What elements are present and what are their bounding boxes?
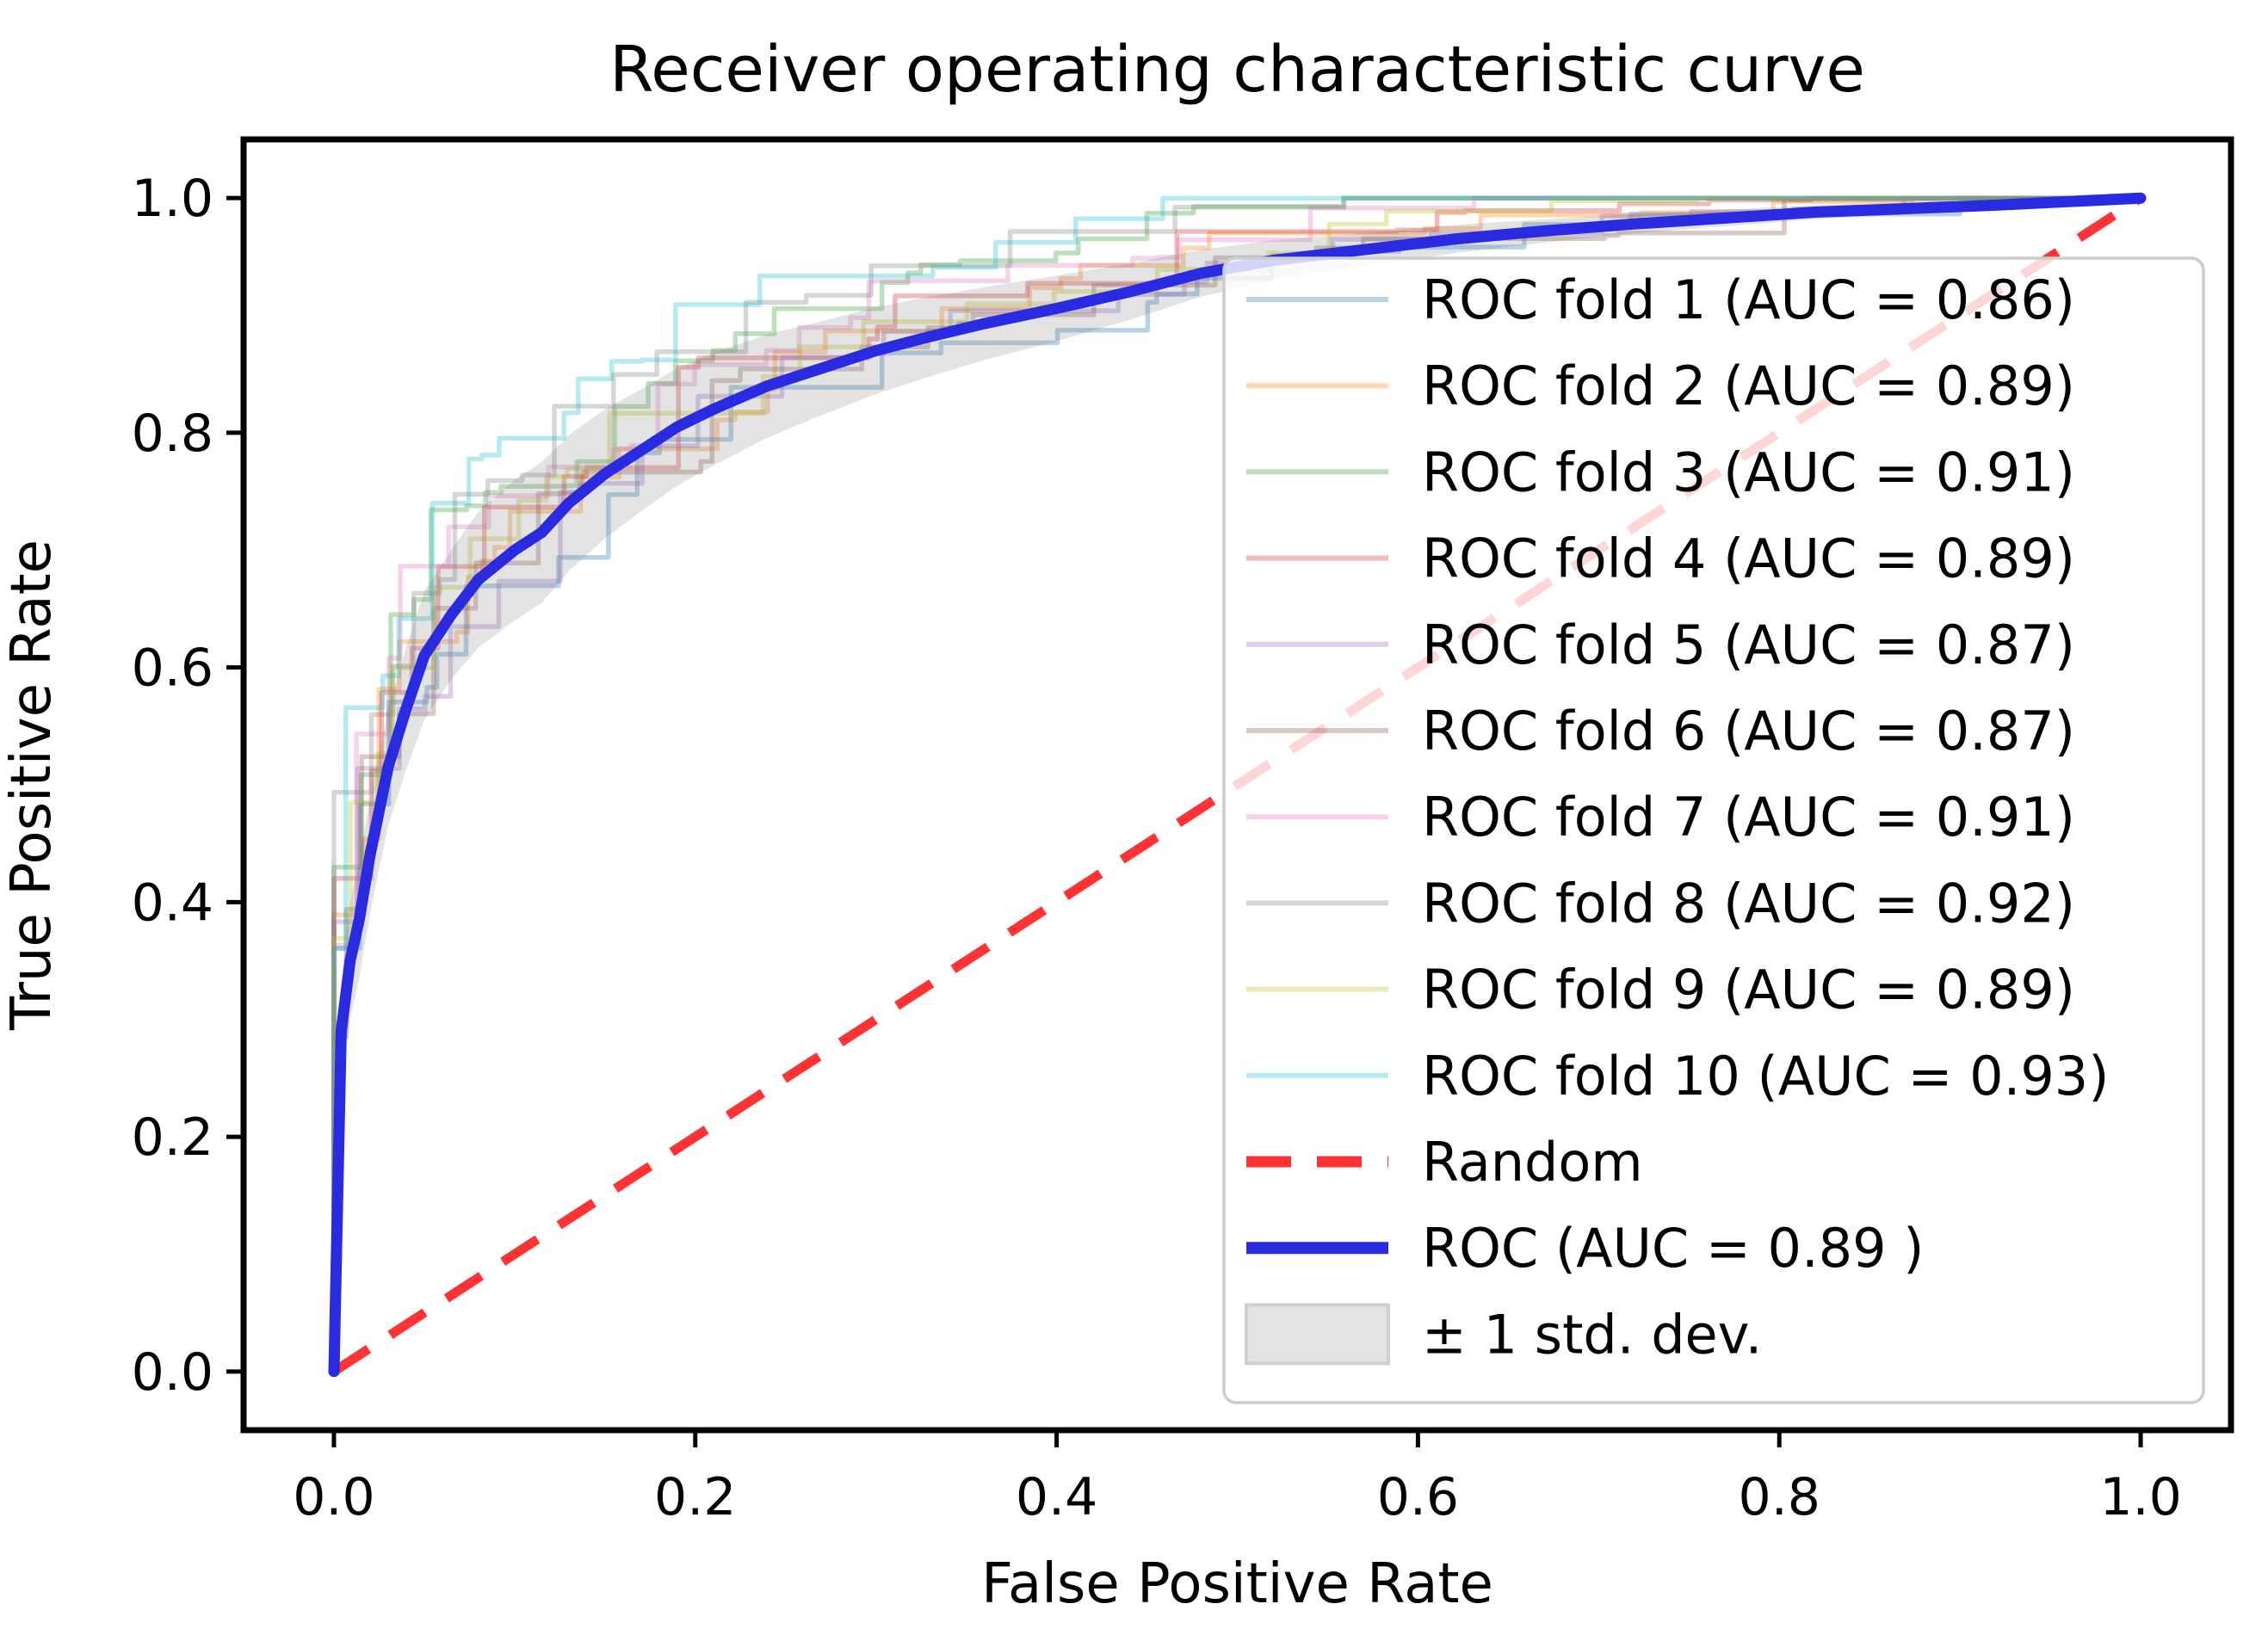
roc-fold-7-curve [331, 195, 2141, 1372]
legend-entry: ROC (AUC = 0.89 ) [1246, 1217, 1924, 1280]
legend-entry-label: ROC fold 3 (AUC = 0.91) [1422, 441, 2075, 503]
legend-entry-label: ± 1 std. dev. [1422, 1303, 1762, 1366]
legend-entry-label: Random [1422, 1131, 1643, 1194]
legend-entry-label: ROC fold 2 (AUC = 0.89) [1422, 355, 2075, 417]
y-tick-label: 0.0 [132, 1342, 213, 1403]
legend-entry: ROC fold 2 (AUC = 0.89) [1246, 355, 2075, 417]
legend-entry-label: ROC fold 6 (AUC = 0.87) [1422, 700, 2075, 762]
x-tick-label: 0.4 [1016, 1467, 1097, 1527]
legend-entry-label: ROC fold 4 (AUC = 0.89) [1422, 527, 2075, 590]
y-tick-label: 0.8 [132, 404, 213, 464]
legend-entry-label: ROC fold 8 (AUC = 0.92) [1422, 872, 2075, 935]
roc-fold-2-curve [331, 195, 2141, 1372]
legend-entry: ROC fold 7 (AUC = 0.91) [1246, 786, 2075, 848]
legend-entry: ROC fold 5 (AUC = 0.87) [1246, 614, 2075, 676]
legend-box [1222, 256, 2205, 1404]
y-tick-label: 1.0 [132, 169, 213, 229]
x-tick-label: 0.8 [1739, 1467, 1820, 1527]
y-axis-label: True Positive Rate [0, 540, 64, 1031]
legend-entry: ROC fold 9 (AUC = 0.89) [1246, 959, 2075, 1021]
roc-fold-3-curve [331, 195, 2141, 1372]
plot-title: Receiver operating characteristic curve [609, 33, 1865, 107]
legend-entry: ROC fold 8 (AUC = 0.92) [1246, 872, 2075, 935]
x-tick-label: 1.0 [2099, 1467, 2181, 1527]
legend-entry: ROC fold 1 (AUC = 0.86) [1246, 268, 2075, 331]
legend-entry-label: ROC fold 1 (AUC = 0.86) [1422, 268, 2075, 331]
legend-entry-label: ROC fold 10 (AUC = 0.93) [1422, 1045, 2109, 1107]
legend-entry-label: ROC fold 5 (AUC = 0.87) [1422, 614, 2075, 676]
legend-entry: ROC fold 3 (AUC = 0.91) [1246, 441, 2075, 503]
roc-fold-10-curve [331, 195, 2141, 1372]
legend: ROC fold 1 (AUC = 0.86) ROC fold 2 (AUC =… [1222, 256, 2205, 1404]
legend-swatch-std-band [1245, 1303, 1390, 1366]
legend-entry-label: ROC fold 9 (AUC = 0.89) [1422, 959, 2075, 1021]
legend-entry: Random [1246, 1131, 1643, 1194]
x-tick-label: 0.0 [293, 1467, 374, 1527]
x-tick-label: 0.2 [654, 1467, 736, 1527]
legend-entry-label: ROC fold 7 (AUC = 0.91) [1422, 786, 2075, 848]
y-tick-label: 0.2 [132, 1107, 213, 1168]
mean-roc-curve [328, 192, 2147, 1378]
legend-entry: ROC fold 4 (AUC = 0.89) [1246, 527, 2075, 590]
y-tick-label: 0.4 [132, 873, 213, 933]
legend-entry: ROC fold 6 (AUC = 0.87) [1246, 700, 2075, 762]
legend-entry: ROC fold 10 (AUC = 0.93) [1246, 1045, 2109, 1107]
legend-entry: ± 1 std. dev. [1245, 1303, 1762, 1366]
legend-entry-label: ROC (AUC = 0.89 ) [1422, 1217, 1924, 1280]
y-tick-label: 0.6 [132, 639, 213, 699]
x-axis-label: False Positive Rate [981, 1552, 1493, 1616]
axes-spines [240, 136, 2234, 1434]
roc-fold-8-curve [331, 195, 2141, 1372]
x-tick-label: 0.6 [1377, 1467, 1459, 1527]
